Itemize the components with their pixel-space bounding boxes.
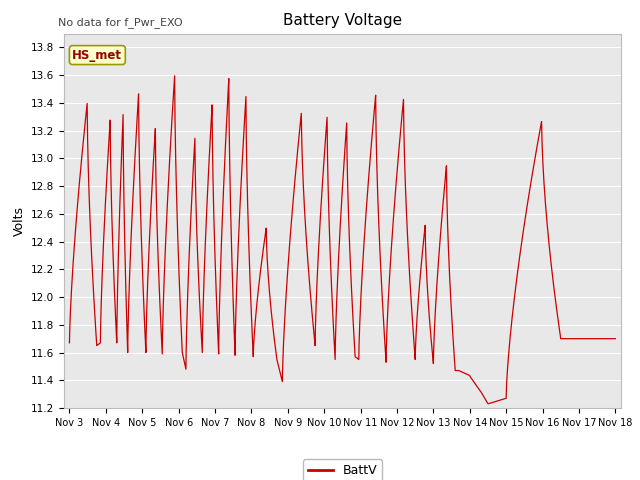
Text: No data for f_Pwr_EXO: No data for f_Pwr_EXO — [58, 17, 182, 28]
Title: Battery Voltage: Battery Voltage — [283, 13, 402, 28]
Legend: BattV: BattV — [303, 459, 382, 480]
Text: HS_met: HS_met — [72, 48, 122, 61]
Y-axis label: Volts: Volts — [12, 206, 26, 236]
